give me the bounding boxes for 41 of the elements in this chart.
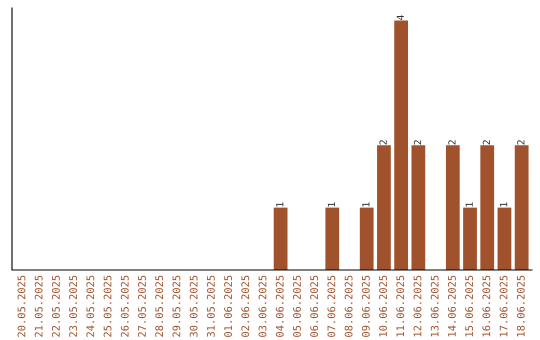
x-tick-label: 20.05.2025: [18, 276, 26, 337]
x-tick-label: 03.06.2025: [258, 276, 266, 337]
x-tick-label: 27.05.2025: [138, 276, 146, 337]
x-tick-label: 30.05.2025: [190, 276, 198, 337]
x-tick-label: 25.05.2025: [104, 276, 112, 337]
data-label: 4: [396, 15, 404, 20]
data-label: 1: [276, 202, 284, 206]
x-tick-label: 10.06.2025: [379, 276, 387, 336]
x-tick-label: 09.06.2025: [362, 276, 370, 337]
data-label: 2: [482, 140, 490, 145]
x-tick-label: 16.06.2025: [482, 276, 490, 336]
x-tick-label: 08.06.2025: [344, 276, 353, 337]
x-tick-label: 24.05.2025: [86, 276, 94, 337]
x-tick-label: 31.05.2025: [206, 276, 215, 337]
x-tick-label: 06.06.2025: [310, 276, 318, 337]
data-label: 2: [414, 140, 422, 145]
x-tick-label: 29.05.2025: [172, 276, 180, 337]
x-tick-label: 14.06.2025: [448, 276, 456, 336]
data-label: 1: [328, 202, 335, 206]
x-tick-label: 12.06.2025: [414, 276, 422, 336]
data-label: 1: [500, 202, 508, 206]
x-tick-label: 23.05.2025: [69, 276, 78, 337]
x-tick-label: 26.05.2025: [120, 276, 129, 337]
x-tick-label: 01.06.2025: [224, 276, 232, 337]
data-label: 2: [379, 140, 387, 145]
x-tick-label: 21.05.2025: [34, 276, 43, 337]
x-tick-label: 02.06.2025: [241, 276, 250, 337]
data-label: 1: [362, 202, 370, 206]
x-tick-label: 13.06.2025: [430, 276, 439, 336]
x-tick-label: 11.06.2025: [396, 276, 404, 336]
x-tick-label: 18.06.2025: [516, 276, 525, 336]
data-label: 2: [448, 140, 456, 145]
data-label: 1: [466, 202, 473, 206]
x-tick-label: 22.05.2025: [52, 276, 60, 337]
x-tick-label: 07.06.2025: [327, 276, 336, 337]
x-tick-label: 28.05.2025: [155, 276, 164, 337]
x-tick-label: 17.06.2025: [500, 276, 508, 336]
data-label: 2: [517, 140, 524, 145]
x-tick-label: 05.06.2025: [293, 276, 301, 337]
x-tick-label: 04.06.2025: [276, 276, 284, 337]
x-tick-label: 15.06.2025: [465, 276, 474, 336]
